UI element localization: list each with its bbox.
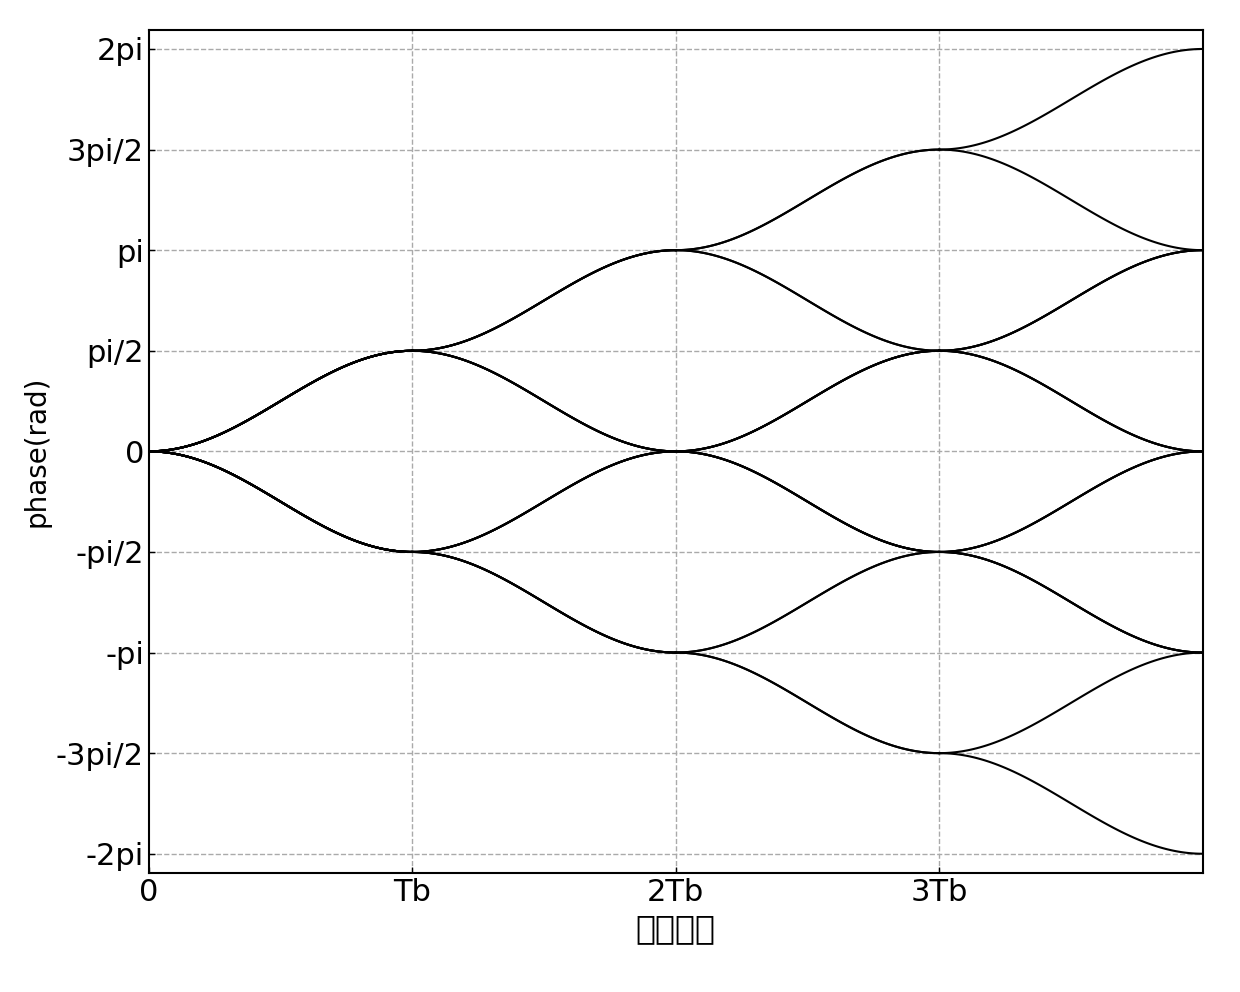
Y-axis label: phase(rad): phase(rad) [22, 376, 51, 527]
X-axis label: 码元周期: 码元周期 [636, 913, 715, 945]
